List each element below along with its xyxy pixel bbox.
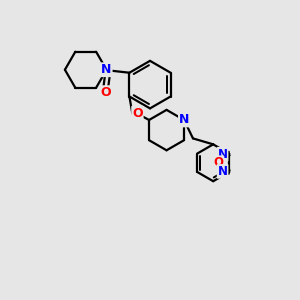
Text: N: N bbox=[218, 148, 228, 161]
Text: O: O bbox=[100, 86, 111, 99]
Text: N: N bbox=[179, 113, 189, 127]
Text: O: O bbox=[214, 156, 224, 169]
Text: O: O bbox=[132, 106, 143, 120]
Text: N: N bbox=[101, 63, 112, 76]
Text: N: N bbox=[218, 165, 228, 178]
